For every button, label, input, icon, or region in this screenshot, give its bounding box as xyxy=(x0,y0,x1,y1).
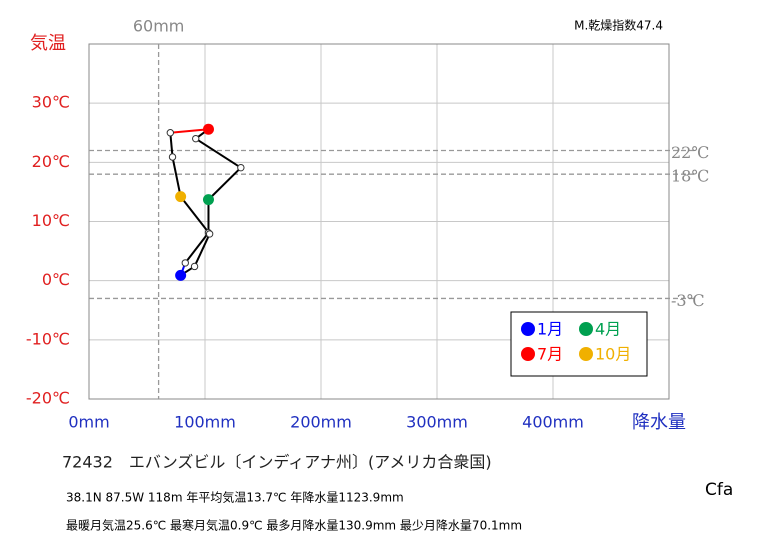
x-axis-label: 降水量 xyxy=(632,412,686,433)
month-point xyxy=(175,191,187,203)
y-tick-label: -20℃ xyxy=(26,389,70,408)
month-point xyxy=(166,129,175,137)
month-point xyxy=(237,163,245,172)
legend-box xyxy=(510,311,648,377)
legend-label: 4月 xyxy=(595,320,621,339)
legend-label: 10月 xyxy=(595,345,631,364)
month-point xyxy=(202,123,214,135)
trace-segment xyxy=(170,128,209,134)
trace-segment xyxy=(169,132,174,158)
month-point xyxy=(181,259,189,267)
x-tick-label: 400mm xyxy=(522,413,584,432)
trace-segment xyxy=(207,166,242,201)
x-tick-label: 200mm xyxy=(290,413,352,432)
plot-frame xyxy=(88,43,670,400)
y-tick-label: -10℃ xyxy=(26,329,70,348)
month-point xyxy=(192,134,200,143)
legend-label: 7月 xyxy=(537,345,563,364)
legend-marker xyxy=(521,322,535,336)
x-tick-label: 0mm xyxy=(68,413,109,432)
trace-segment xyxy=(184,232,210,264)
x-tick-label: 300mm xyxy=(406,413,468,432)
x-tick-label: 100mm xyxy=(174,413,236,432)
station: 72432 エバンズビル〔インディアナ州〕(アメリカ合衆国) xyxy=(62,453,492,472)
trace-segment xyxy=(171,156,182,197)
reference-label: 60mm xyxy=(133,17,185,36)
climate-code: Cfa xyxy=(705,480,733,500)
index-label: M.乾燥指数47.4 xyxy=(574,18,663,33)
note: 最暖月気温25.6℃ 最寒月気温0.9℃ 最多月降水量130.9mm 最少月降水… xyxy=(66,518,522,533)
y-tick-label: 10℃ xyxy=(32,211,70,230)
trace-segment xyxy=(193,233,211,267)
note: 38.1N 87.5W 118m 年平均気温13.7℃ 年降水量1123.9mm xyxy=(66,490,404,505)
legend-marker xyxy=(579,347,593,361)
trace-segment xyxy=(195,137,242,169)
reference-label: 18℃ xyxy=(671,167,709,186)
legend-marker xyxy=(579,322,593,336)
reference-label: -3℃ xyxy=(671,291,704,310)
legend-label: 1月 xyxy=(537,320,563,339)
month-point xyxy=(202,194,214,206)
month-point xyxy=(175,269,187,281)
reference-label: 22℃ xyxy=(671,143,709,162)
y-tick-label: 20℃ xyxy=(32,152,70,171)
y-tick-label: 30℃ xyxy=(32,93,70,112)
y-axis-label: 気温 xyxy=(30,33,66,54)
month-point xyxy=(168,153,177,161)
y-tick-label: 0℃ xyxy=(42,270,70,289)
legend-marker xyxy=(521,347,535,361)
month-point xyxy=(205,230,214,238)
month-point xyxy=(190,262,199,271)
trace-segment xyxy=(179,196,211,235)
